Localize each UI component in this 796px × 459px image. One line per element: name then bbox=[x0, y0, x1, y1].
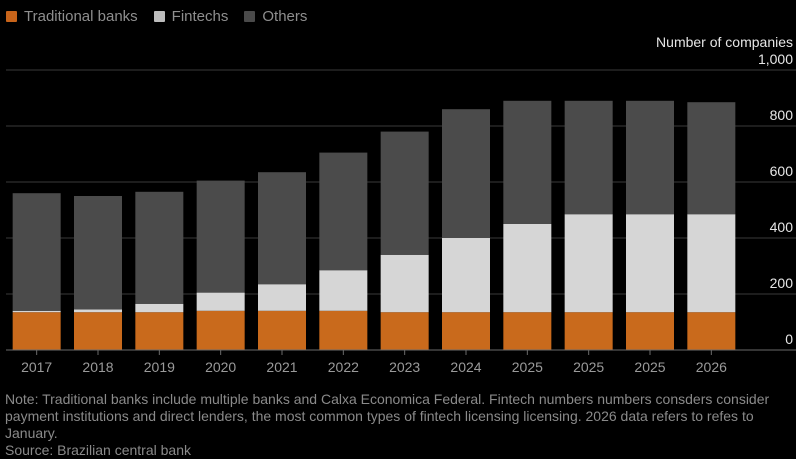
x-tick-label: 2017 bbox=[21, 359, 52, 375]
legend-item-traditional-banks: Traditional banks bbox=[6, 8, 138, 25]
legend-swatch-traditional-banks bbox=[6, 11, 17, 22]
x-tick-label: 2025 bbox=[512, 359, 543, 375]
bar-segment-traditional-banks bbox=[135, 312, 184, 350]
bar-segment-fintechs bbox=[442, 238, 490, 313]
x-tick-label: 2025 bbox=[634, 359, 665, 375]
y-axis-unit-label: Number of companies bbox=[656, 34, 793, 50]
bar-segment-fintechs bbox=[258, 284, 306, 311]
bar-segment-others bbox=[196, 180, 245, 293]
bar-segment-others bbox=[258, 172, 306, 285]
y-tick-label: 0 bbox=[785, 331, 793, 347]
bar-segment-others bbox=[135, 191, 184, 304]
legend-label-fintechs: Fintechs bbox=[171, 8, 229, 25]
stacked-bar-chart: 0 200 400 600 800 1,000 2017 2018 2019 2020 2021 20… bbox=[6, 51, 796, 375]
y-tick-label: 200 bbox=[770, 275, 794, 291]
bar-segment-others bbox=[380, 131, 429, 255]
bar-segment-traditional-banks bbox=[503, 312, 552, 350]
bar-segment-others bbox=[12, 193, 61, 311]
bar-segment-traditional-banks bbox=[626, 312, 674, 350]
legend-item-others: Others bbox=[244, 8, 307, 25]
bar-segment-traditional-banks bbox=[687, 312, 736, 350]
bar-segment-traditional-banks bbox=[74, 312, 122, 350]
bar-segment-traditional-banks bbox=[564, 312, 613, 350]
x-tick-label: 2018 bbox=[82, 359, 113, 375]
chart-source: Source: Brazilian central bank bbox=[5, 442, 191, 458]
x-tick-label: 2022 bbox=[328, 359, 359, 375]
bar-segment-fintechs bbox=[12, 310, 61, 313]
legend-swatch-others bbox=[244, 11, 256, 22]
bar-segment-others bbox=[74, 196, 122, 310]
bar-segment-others bbox=[564, 100, 613, 215]
chart-note: Note: Traditional banks include multiple… bbox=[5, 391, 770, 441]
bar-segment-traditional-banks bbox=[319, 310, 368, 350]
y-tick-label: 400 bbox=[770, 219, 794, 235]
bar-segment-traditional-banks bbox=[196, 310, 245, 350]
bar-segment-fintechs bbox=[135, 303, 184, 313]
bar-segment-fintechs bbox=[74, 309, 122, 313]
bar-segment-traditional-banks bbox=[380, 312, 429, 350]
bar-segment-fintechs bbox=[687, 214, 736, 313]
x-tick-label: 2025 bbox=[573, 359, 604, 375]
bar-segment-others bbox=[319, 152, 368, 271]
bar-segment-fintechs bbox=[319, 270, 368, 311]
y-tick-label: 1,000 bbox=[758, 51, 793, 67]
bar-segment-fintechs bbox=[380, 254, 429, 313]
bar-segment-fintechs bbox=[503, 224, 552, 313]
bar-segment-others bbox=[503, 100, 552, 224]
x-tick-label: 2026 bbox=[696, 359, 727, 375]
legend-swatch-fintechs bbox=[153, 11, 165, 22]
x-tick-label: 2024 bbox=[450, 359, 481, 375]
bar-segment-traditional-banks bbox=[12, 312, 61, 350]
x-tick-label: 2020 bbox=[205, 359, 236, 375]
bar-segment-fintechs bbox=[564, 214, 613, 313]
bar-segment-traditional-banks bbox=[442, 312, 490, 350]
x-tick-label: 2023 bbox=[389, 359, 420, 375]
bar-segment-others bbox=[687, 102, 736, 215]
bar-segment-traditional-banks bbox=[258, 310, 306, 350]
y-tick-label: 600 bbox=[770, 163, 794, 179]
y-tick-label: 800 bbox=[770, 107, 794, 123]
x-tick-label: 2019 bbox=[144, 359, 175, 375]
bar-segment-others bbox=[626, 100, 674, 215]
bar-segment-fintechs bbox=[626, 214, 674, 313]
x-tick-label: 2021 bbox=[266, 359, 297, 375]
bar-segment-others bbox=[442, 109, 490, 238]
bar-segment-fintechs bbox=[196, 292, 245, 311]
legend-label-others: Others bbox=[262, 8, 308, 25]
legend-item-fintechs: Fintechs bbox=[153, 8, 229, 25]
legend-label-traditional-banks: Traditional banks bbox=[24, 8, 138, 25]
legend: Traditional banks Fintechs Others bbox=[6, 8, 307, 25]
